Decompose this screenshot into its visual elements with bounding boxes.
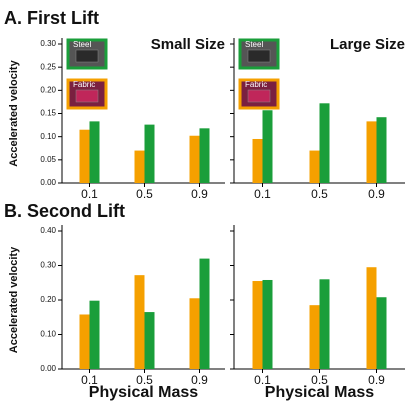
bar: [145, 125, 155, 183]
bar: [320, 103, 330, 183]
y-tick-label: 0.00: [40, 364, 56, 373]
bar: [90, 301, 100, 369]
heading: B. Second Lift: [4, 201, 125, 221]
bar: [90, 121, 100, 183]
bar: [310, 151, 320, 183]
bar: [80, 130, 90, 183]
y-tick-label: 0.20: [40, 85, 56, 94]
y-tick-label: 0.05: [40, 155, 56, 164]
bar: [263, 280, 273, 369]
bar: [135, 151, 145, 183]
inset-label: Steel: [245, 40, 263, 49]
y-tick-label: 0.10: [40, 132, 56, 141]
bar: [135, 275, 145, 369]
x-tick-label: 0.9: [191, 187, 208, 201]
x-tick-label: 0.5: [136, 187, 153, 201]
inset-object: [76, 50, 98, 62]
x-tick-label: 0.1: [254, 187, 271, 201]
panel-title: Large Size: [330, 36, 405, 53]
inset-label: Fabric: [245, 80, 267, 89]
inset-object: [248, 90, 270, 102]
bar: [367, 121, 377, 183]
y-tick-label: 0.15: [40, 109, 56, 118]
inset-label: Fabric: [73, 80, 95, 89]
bar: [310, 305, 320, 369]
bar: [253, 139, 263, 183]
y-tick-label: 0.30: [40, 261, 56, 270]
figure: A. First Lift B. Second Lift 0.00 0.05 0.1…: [0, 0, 408, 404]
x-axis-label: Physical Mass: [89, 384, 199, 401]
bar: [377, 117, 387, 183]
bar: [190, 136, 200, 183]
y-tick-label: 0.30: [40, 39, 56, 48]
y-axis-label: Accelerated velocity: [8, 246, 20, 353]
bar: [200, 259, 210, 369]
x-tick-label: 0.1: [81, 187, 98, 201]
y-tick-label: 0.25: [40, 62, 56, 71]
inset-object: [76, 90, 98, 102]
panel-title: Small Size: [151, 36, 225, 53]
bar: [253, 281, 263, 369]
bar: [80, 314, 90, 369]
bar: [200, 128, 210, 183]
inset-label: Steel: [73, 40, 91, 49]
y-tick-label: 0.20: [40, 295, 56, 304]
inset-object: [248, 50, 270, 62]
y-axis-label: Accelerated velocity: [8, 59, 20, 166]
y-tick-label: 0.10: [40, 330, 56, 339]
bar: [377, 297, 387, 369]
y-tick-label: 0.40: [40, 226, 56, 235]
bar: [145, 312, 155, 369]
heading: A. First Lift: [4, 8, 99, 28]
bar: [320, 279, 330, 369]
bar: [190, 298, 200, 369]
x-tick-label: 0.9: [368, 187, 385, 201]
bar: [367, 267, 377, 369]
x-tick-label: 0.5: [311, 187, 328, 201]
bar: [263, 110, 273, 183]
y-tick-label: 0.00: [40, 178, 56, 187]
x-axis-label: Physical Mass: [265, 384, 375, 401]
